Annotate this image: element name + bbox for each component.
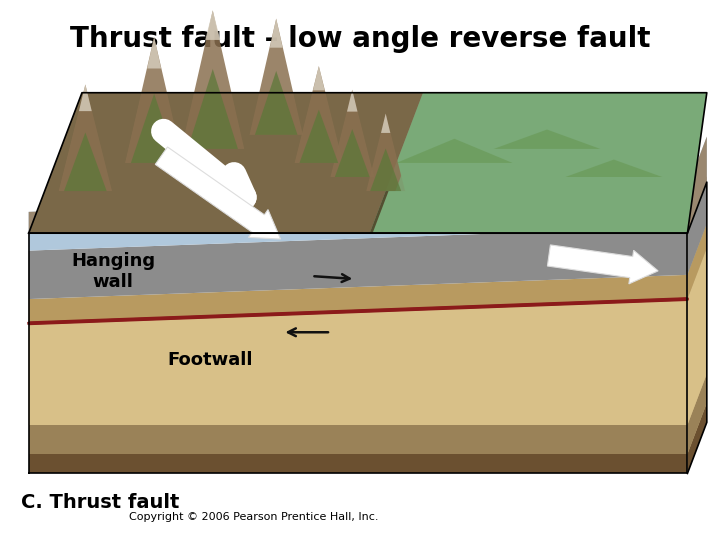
- Polygon shape: [347, 90, 358, 112]
- Polygon shape: [29, 299, 688, 425]
- FancyArrow shape: [547, 245, 658, 284]
- Polygon shape: [688, 403, 707, 474]
- Polygon shape: [181, 10, 244, 149]
- Polygon shape: [29, 93, 707, 233]
- Polygon shape: [565, 159, 662, 177]
- Polygon shape: [125, 37, 183, 163]
- Text: Thrust fault – low angle reverse fault: Thrust fault – low angle reverse fault: [70, 25, 650, 53]
- Polygon shape: [29, 425, 688, 454]
- Polygon shape: [688, 182, 707, 474]
- Polygon shape: [369, 93, 707, 233]
- Polygon shape: [379, 93, 707, 233]
- Polygon shape: [29, 297, 688, 325]
- Polygon shape: [396, 139, 513, 163]
- Polygon shape: [688, 374, 707, 454]
- Polygon shape: [688, 137, 707, 226]
- Text: C. Thrust fault: C. Thrust fault: [21, 493, 179, 512]
- Text: Copyright © 2006 Pearson Prentice Hall, Inc.: Copyright © 2006 Pearson Prentice Hall, …: [129, 512, 378, 522]
- Polygon shape: [131, 93, 177, 163]
- Polygon shape: [64, 132, 107, 191]
- Polygon shape: [29, 188, 688, 233]
- Polygon shape: [313, 66, 325, 90]
- Text: Hanging
wall: Hanging wall: [71, 252, 155, 291]
- Polygon shape: [270, 18, 282, 48]
- Polygon shape: [250, 18, 303, 135]
- Text: Footwall: Footwall: [167, 351, 253, 369]
- Polygon shape: [147, 37, 161, 69]
- Polygon shape: [366, 113, 405, 191]
- Polygon shape: [688, 137, 707, 233]
- Polygon shape: [494, 130, 600, 149]
- Polygon shape: [381, 113, 390, 133]
- Polygon shape: [300, 110, 338, 163]
- Polygon shape: [688, 224, 707, 299]
- Polygon shape: [688, 248, 707, 425]
- Polygon shape: [59, 84, 112, 191]
- Polygon shape: [330, 90, 374, 177]
- Polygon shape: [29, 226, 688, 299]
- Polygon shape: [79, 84, 91, 111]
- Polygon shape: [205, 10, 220, 40]
- Polygon shape: [29, 188, 688, 251]
- Polygon shape: [369, 191, 389, 233]
- Polygon shape: [188, 69, 238, 149]
- Polygon shape: [688, 176, 707, 275]
- Polygon shape: [29, 454, 688, 474]
- Polygon shape: [294, 66, 343, 163]
- Polygon shape: [29, 93, 423, 233]
- FancyArrow shape: [156, 147, 281, 239]
- Polygon shape: [370, 148, 401, 191]
- Polygon shape: [335, 129, 369, 177]
- Polygon shape: [29, 275, 688, 323]
- Polygon shape: [255, 71, 297, 135]
